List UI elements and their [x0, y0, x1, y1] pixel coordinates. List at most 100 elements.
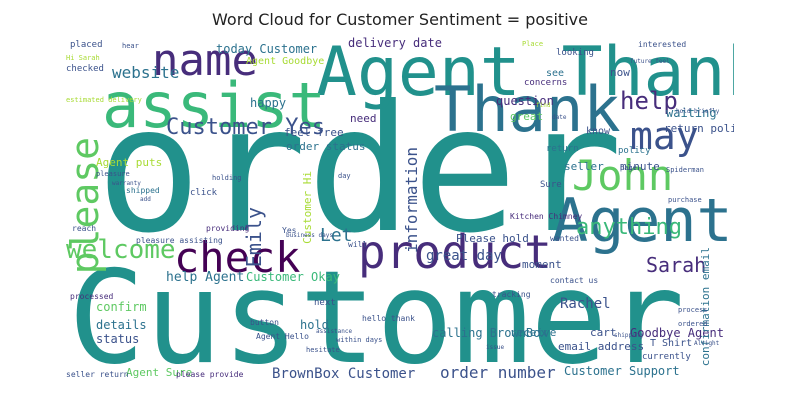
word-welcome: welcome [66, 235, 176, 265]
word-order-number: order number [440, 363, 556, 382]
word-thank: Thank [434, 73, 621, 146]
word-find: find [536, 102, 551, 109]
word-interested: interested [638, 40, 687, 49]
word-moment: moment [522, 258, 562, 271]
word-hi-sarah: Hi Sarah [66, 54, 100, 62]
word-agent-puts: Agent puts [96, 156, 163, 169]
word-seller-return: seller return [66, 370, 129, 379]
word-process: process [678, 306, 708, 314]
word-question: question [496, 94, 554, 108]
word-product: product [358, 225, 552, 279]
word-wanted: wanted [550, 234, 579, 243]
word-feel-free: feel free [284, 126, 344, 139]
word-agent: Agent [552, 186, 733, 256]
word-confirm: confirm [96, 300, 147, 314]
word-t-shirt: T Shirt [650, 338, 693, 349]
word-details: details [96, 318, 147, 332]
word-contact-us: contact us [550, 276, 599, 285]
word-let: Let [320, 225, 353, 246]
word-customer-okay: Customer Okay [246, 270, 340, 284]
word-looking: looking [556, 48, 594, 58]
word-issue: issue [486, 344, 505, 351]
word-goodbye-agent: Goodbye Agent [630, 326, 724, 340]
word-please-provide: please provide [176, 370, 244, 379]
word-reach: reach [72, 224, 97, 233]
word-future-feel: future feel [630, 58, 670, 65]
word-now: now [610, 66, 630, 79]
word-email-address: email address [558, 340, 645, 353]
word-ordered: ordered [678, 320, 708, 328]
word-help-agent: help Agent [166, 270, 245, 285]
word-agent-hello: Agent Hello [256, 332, 309, 341]
word-customer-yes: Customer Yes [166, 115, 325, 140]
word-know: know [586, 126, 611, 137]
word-warranty: warranty [112, 180, 141, 187]
word-agent-thank: Agent Thank [316, 37, 734, 112]
word-date: date [552, 114, 567, 121]
word-pleasure: pleasure [96, 170, 130, 178]
word-information: information [402, 147, 421, 253]
word-anything: anything [576, 215, 682, 240]
word-website: website [112, 63, 180, 82]
word-delivery-date: delivery date [348, 37, 442, 50]
word-cloud: order Customer Agent Thank Thank assist … [66, 37, 734, 382]
word-happy: happy [250, 96, 287, 110]
word-providing: providing [206, 224, 250, 233]
word-assist: assist [102, 69, 326, 142]
word-placed: placed [70, 40, 103, 50]
word-hold: hold [300, 318, 329, 332]
word-kitchen-chimney: Kitchen Chimney [510, 212, 583, 221]
word-receive: receive [510, 326, 557, 339]
word-return: return [546, 144, 579, 154]
word-add: add [140, 196, 151, 203]
word-customer-support: Customer Support [564, 364, 680, 378]
word-button: button [250, 318, 279, 327]
word-calling-brownbox: calling BrownBox [432, 326, 548, 340]
word-day: day [338, 172, 351, 180]
word-next: next [314, 298, 336, 308]
word-holding: holding [212, 174, 242, 182]
word-concerns: concerns [524, 78, 568, 88]
word-rachel: Rachel [560, 296, 611, 312]
word-need: need [350, 112, 377, 125]
word-sure: Sure [540, 180, 562, 190]
word-check: check [174, 233, 301, 282]
word-hello-thank: hello thank [362, 314, 415, 323]
word-emily: Emily [242, 207, 266, 268]
word-within-days: within days [336, 336, 383, 344]
word-yes: Yes [282, 226, 297, 235]
word-page: page [620, 164, 637, 172]
word-status: status [96, 332, 140, 346]
word-currently: currently [642, 352, 691, 362]
word-purchase: purchase [668, 196, 702, 204]
word-name: name [152, 37, 258, 86]
word-order-status: order status [286, 140, 366, 153]
word-help: help [620, 87, 678, 115]
word-shipped: shipped [126, 186, 160, 195]
word-spiderman: Spiderman [666, 166, 704, 174]
word-hear: hear [122, 42, 139, 50]
page-title: Word Cloud for Customer Sentiment = posi… [212, 10, 588, 29]
word-shipping: shipping [614, 332, 643, 339]
word-sarah: Sarah [646, 253, 707, 277]
word-waiting: waiting [666, 106, 717, 120]
word-brownbox-customer: BrownBox Customer [272, 366, 416, 382]
word-please-hold: Please hold [456, 232, 529, 245]
word-business-days: business days [286, 232, 333, 239]
word-processed: processed [70, 292, 114, 301]
word-john: John [572, 151, 674, 200]
word-return-policy: return policy [664, 122, 734, 135]
word-minute: minute [620, 160, 660, 173]
word-agent-sure: Agent Sure [126, 366, 193, 379]
word-tracking: tracking [492, 290, 531, 299]
word-click: click [190, 188, 218, 198]
word-estimated-delivery: estimated delivery [66, 96, 142, 104]
word-seller: seller [564, 160, 604, 173]
word-will: will [348, 240, 368, 249]
word-order: order [96, 69, 623, 272]
word-cart: cart [590, 326, 617, 339]
word-pleasure-assisting: pleasure assisting [136, 236, 223, 245]
word-today-customer: today Customer [216, 42, 318, 56]
word-great: great [510, 110, 544, 123]
word-see: see [546, 68, 565, 79]
